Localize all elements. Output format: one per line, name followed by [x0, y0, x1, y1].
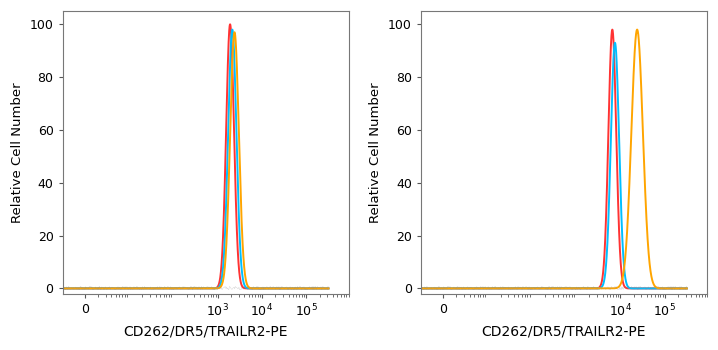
- Y-axis label: Relative Cell Number: Relative Cell Number: [370, 82, 383, 223]
- X-axis label: CD262/DR5/TRAILR2-PE: CD262/DR5/TRAILR2-PE: [123, 325, 288, 339]
- X-axis label: CD262/DR5/TRAILR2-PE: CD262/DR5/TRAILR2-PE: [482, 325, 646, 339]
- Y-axis label: Relative Cell Number: Relative Cell Number: [11, 82, 24, 223]
